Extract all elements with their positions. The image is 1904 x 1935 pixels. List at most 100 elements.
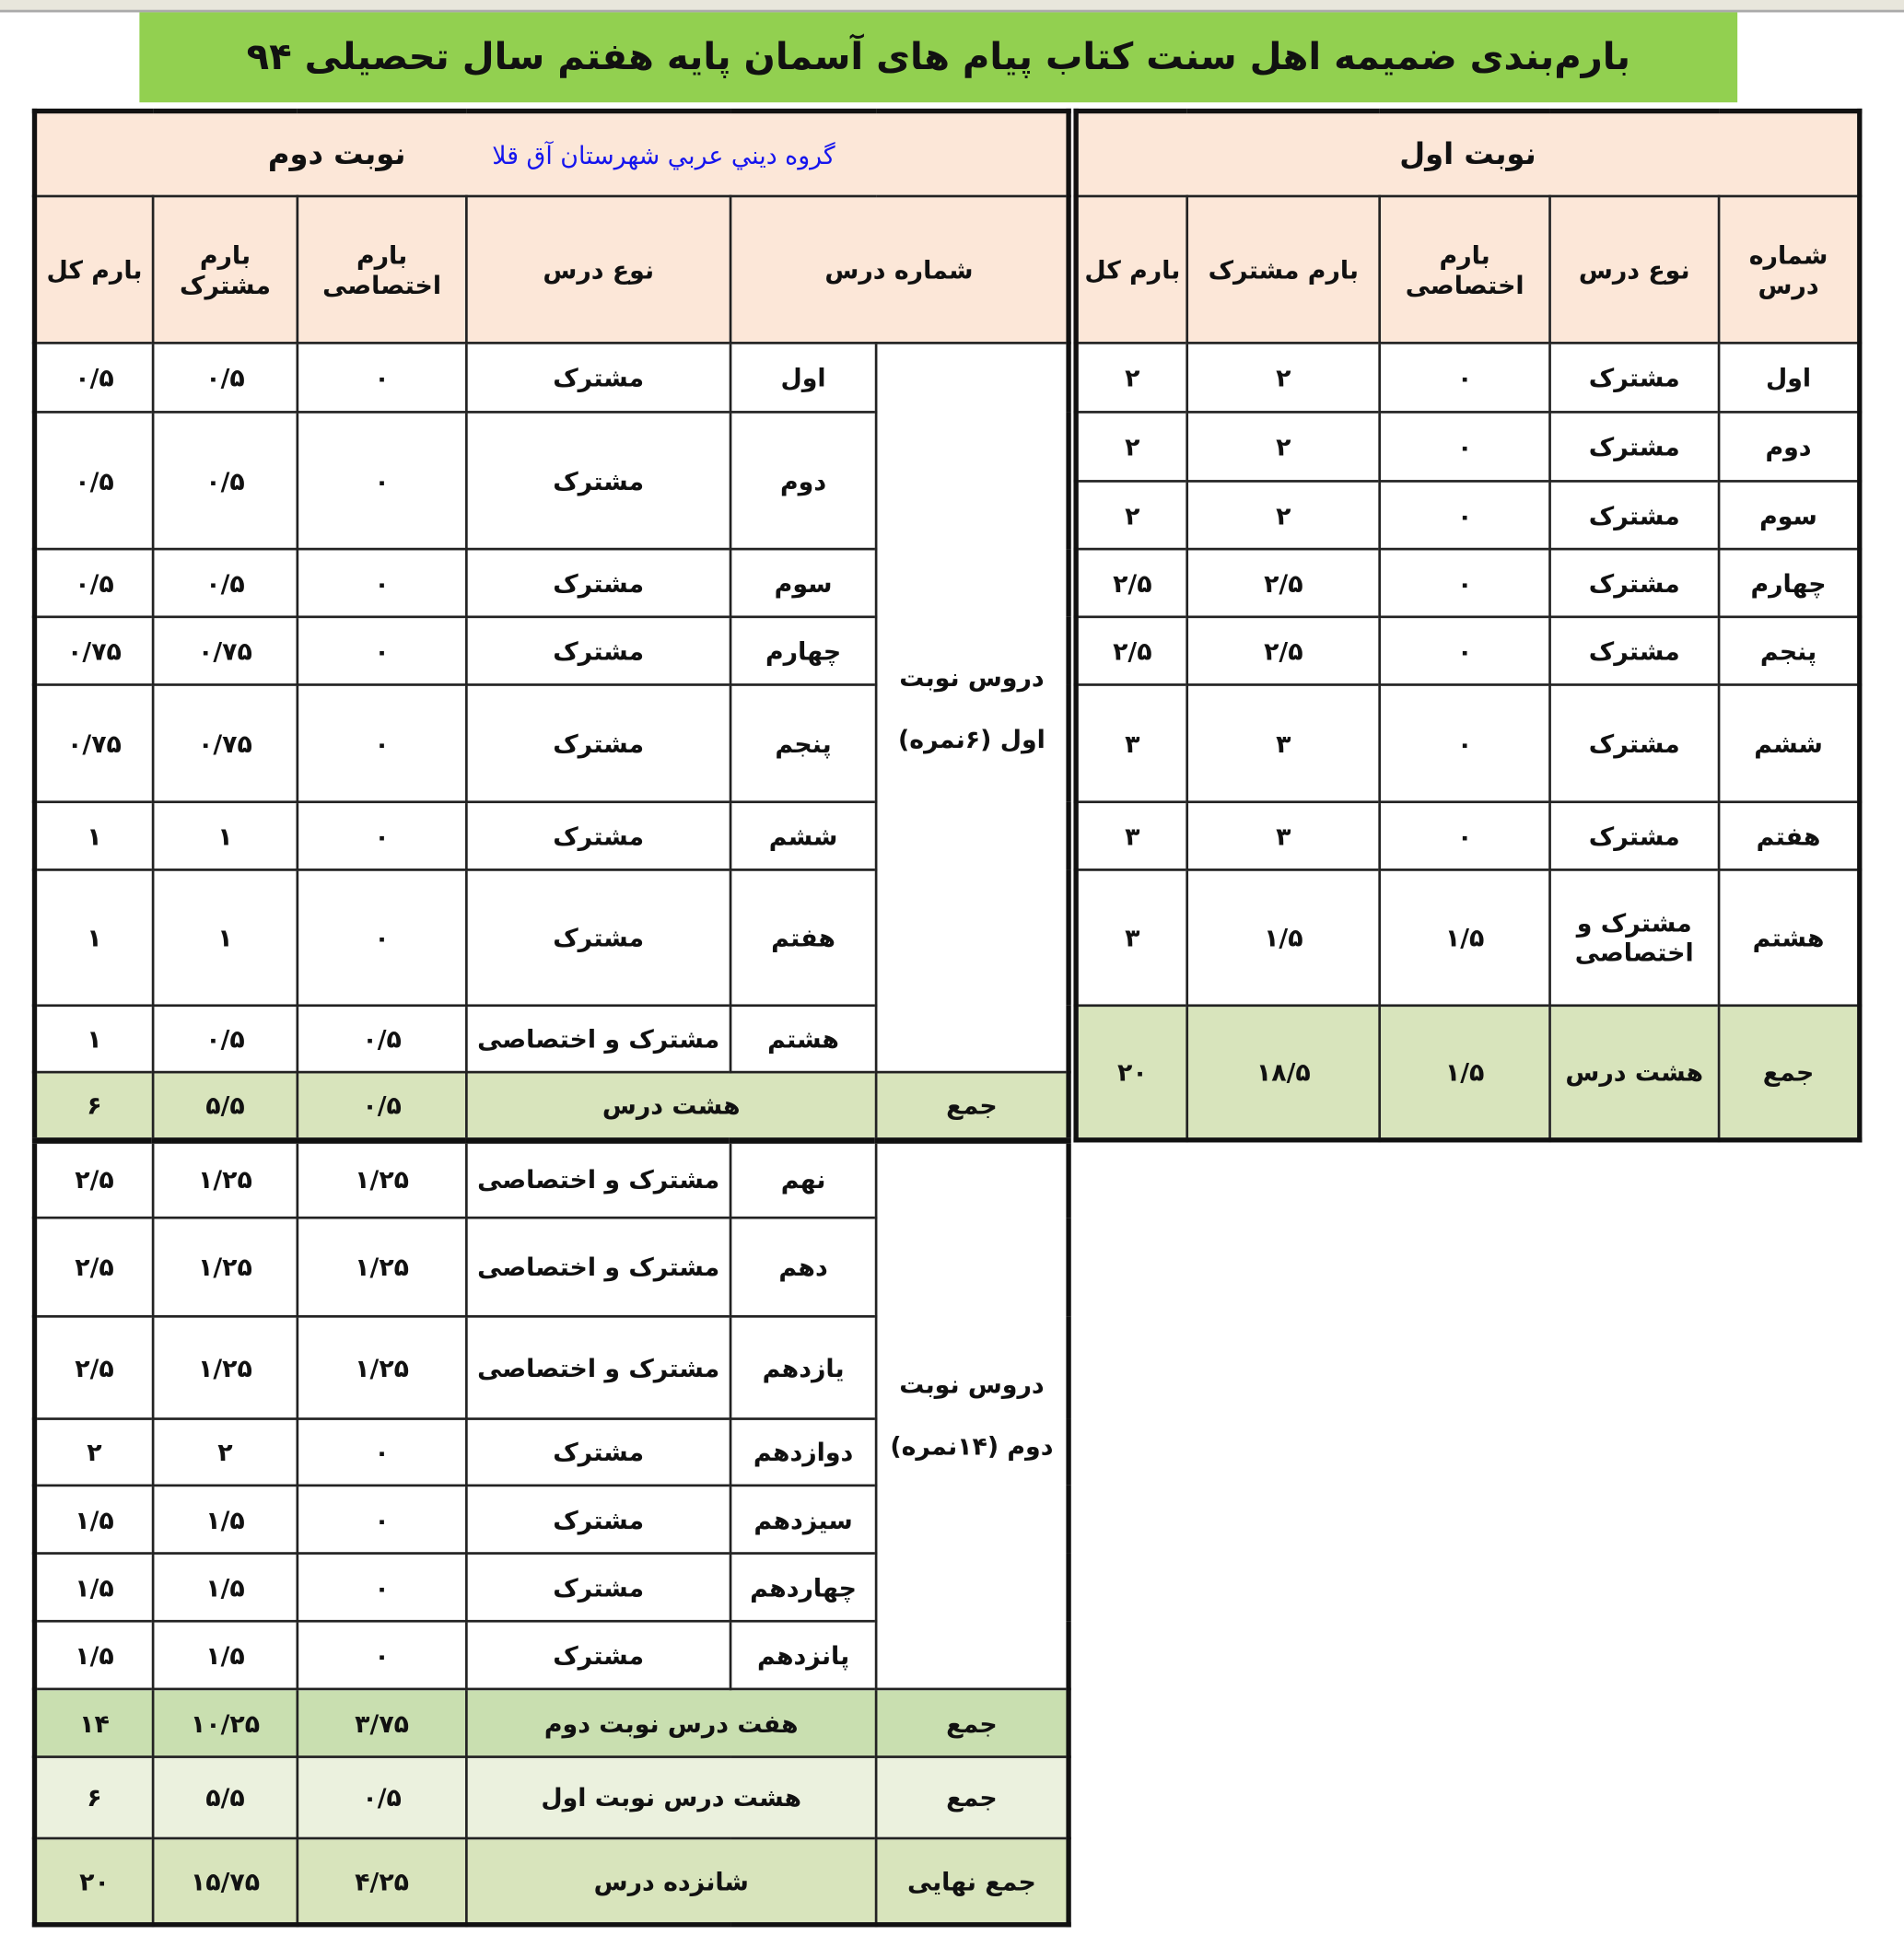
table-cell: مشترک bbox=[465, 1552, 732, 1623]
lesson-row: اول مشترک ۰ ۲ ۲ bbox=[1074, 342, 1862, 414]
table-cell: ۳ bbox=[1186, 683, 1381, 804]
table-cell: ۱/۵ bbox=[151, 1552, 299, 1623]
total-cell: هشت درس bbox=[465, 1070, 878, 1142]
table-cell: مشترک bbox=[465, 1417, 732, 1487]
table-cell: ۱ bbox=[33, 868, 155, 1008]
table-cell: ۱/۲۵ bbox=[151, 1216, 299, 1318]
table-cell: دوم bbox=[1717, 411, 1862, 483]
table-cell: مشترک bbox=[465, 411, 732, 551]
table-cell: پنجم bbox=[1717, 615, 1862, 686]
table-cell: ۰ bbox=[296, 615, 468, 686]
column-header: بارم اختصاصی bbox=[1378, 194, 1552, 344]
table-cell: اول bbox=[729, 342, 878, 414]
lesson-row: هشتم مشترک و اختصاصی ۰/۵ ۰/۵ ۱ bbox=[33, 1004, 1069, 1074]
table-cell: هشتم bbox=[729, 1004, 878, 1074]
column-header: نوع درس bbox=[465, 194, 732, 344]
total-cell: جمع bbox=[874, 1755, 1070, 1840]
lesson-row: پنجم مشترک ۰ ۲/۵ ۲/۵ bbox=[1074, 615, 1862, 686]
lesson-row: دوازدهم مشترک ۰ ۲ ۲ bbox=[33, 1417, 1069, 1487]
table-cell: ۲ bbox=[1074, 480, 1189, 551]
table-cell: هفتم bbox=[1717, 800, 1862, 871]
table-cell: ۱/۵ bbox=[1378, 868, 1552, 1008]
table-cell: مشترک bbox=[465, 868, 732, 1008]
table-cell: سوم bbox=[1717, 480, 1862, 551]
table-cell: نهم bbox=[729, 1137, 878, 1219]
lesson-row: هفتم مشترک ۰ ۳ ۳ bbox=[1074, 800, 1862, 871]
total-row: جمع هشت درس ۰/۵ ۵/۵ ۶ bbox=[33, 1070, 1070, 1142]
total-cell: ۱۸/۵ bbox=[1186, 1004, 1381, 1142]
table-cell: دوم bbox=[729, 411, 878, 551]
total-cell: ۲۰ bbox=[1074, 1004, 1189, 1142]
table-cell: ۲/۵ bbox=[1186, 615, 1381, 686]
column-header: بارم مشترک bbox=[151, 194, 299, 344]
table-cell: مشترک bbox=[1548, 411, 1720, 483]
table-cell: ۰ bbox=[296, 800, 468, 871]
lesson-row: چهاردهم مشترک ۰ ۱/۵ ۱/۵ bbox=[33, 1552, 1069, 1623]
second-term-table: گروه ديني عربي شهرستان آق قلا نوبت دوم شما… bbox=[31, 108, 1071, 1928]
table-cell: ۰ bbox=[296, 1484, 468, 1555]
table-cell: ۳ bbox=[1074, 683, 1189, 804]
table-cell: سوم bbox=[729, 547, 878, 619]
total-cell: ۴/۲۵ bbox=[296, 1836, 468, 1927]
group-label: دروس نوبت دوم (۱۴نمره) bbox=[874, 1137, 1070, 1691]
lesson-row: چهارم مشترک ۰ ۰/۷۵ ۰/۷۵ bbox=[33, 615, 1069, 686]
table-cell: ۲ bbox=[151, 1417, 299, 1487]
column-header: بارم کل bbox=[33, 194, 155, 344]
total-cell: جمع bbox=[1717, 1004, 1862, 1142]
table-cell: سیزدهم bbox=[729, 1484, 878, 1555]
table-cell: چهاردهم bbox=[729, 1552, 878, 1623]
total-cell: ۱۵/۷۵ bbox=[151, 1836, 299, 1927]
table-cell: ۰/۷۵ bbox=[33, 615, 155, 686]
total-cell: هشت درس bbox=[1548, 1004, 1720, 1142]
total-cell: ۱۰/۲۵ bbox=[151, 1687, 299, 1758]
total-cell: ۱/۵ bbox=[1378, 1004, 1552, 1142]
table-cell: ۰/۵ bbox=[296, 1004, 468, 1074]
table-cell: ۱/۲۵ bbox=[151, 1137, 299, 1219]
total-cell: ۶ bbox=[33, 1070, 155, 1142]
table-cell: ۰ bbox=[296, 868, 468, 1008]
column-header: بارم مشترک bbox=[1186, 194, 1381, 344]
lesson-row: دوم مشترک ۰ ۲ ۲ bbox=[1074, 411, 1862, 483]
table-cell: مشترک bbox=[1548, 342, 1720, 414]
total-row: جمع هشت درس نوبت اول ۰/۵ ۵/۵ ۶ bbox=[33, 1755, 1070, 1840]
table-cell: ۲/۵ bbox=[1186, 547, 1381, 619]
table-cell: مشترک و اختصاصی bbox=[1548, 868, 1720, 1008]
table-cell: پانزدهم bbox=[729, 1619, 878, 1691]
window-top-bar bbox=[0, 0, 1904, 13]
term-heading: نوبت دوم bbox=[267, 136, 406, 172]
table-cell: دهم bbox=[729, 1216, 878, 1318]
lesson-row: چهارم مشترک ۰ ۲/۵ ۲/۵ bbox=[1074, 547, 1862, 619]
table-cell: مشترک bbox=[1548, 683, 1720, 804]
group-label: دروس نوبت اول (۶نمره) bbox=[874, 342, 1070, 1074]
lesson-row: سوم مشترک ۰ ۰/۵ ۰/۵ bbox=[33, 547, 1069, 619]
total-cell: شانزده درس bbox=[465, 1836, 878, 1927]
table-cell: ۰/۵ bbox=[33, 411, 155, 551]
table-cell: ۰ bbox=[1378, 800, 1552, 871]
total-cell: جمع bbox=[874, 1070, 1070, 1142]
table-cell: ۱ bbox=[151, 800, 299, 871]
total-row: جمع هشت درس ۱/۵ ۱۸/۵ ۲۰ bbox=[1074, 1004, 1862, 1142]
table-cell: ۰ bbox=[1378, 480, 1552, 551]
lesson-row: هشتم مشترک و اختصاصی ۱/۵ ۱/۵ ۳ bbox=[1074, 868, 1862, 1008]
table-cell: ۰ bbox=[296, 411, 468, 551]
table-cell: مشترک و اختصاصی bbox=[465, 1137, 732, 1219]
total-cell: ۳/۷۵ bbox=[296, 1687, 468, 1758]
table-cell: ۲/۵ bbox=[33, 1216, 155, 1318]
table-cell: ۰/۵ bbox=[151, 411, 299, 551]
total-cell: هشت درس نوبت اول bbox=[465, 1755, 878, 1840]
table-cell: ۲ bbox=[1186, 480, 1381, 551]
table-cell: هشتم bbox=[1717, 868, 1862, 1008]
column-header: نوع درس bbox=[1548, 194, 1720, 344]
column-header: بارم اختصاصی bbox=[296, 194, 468, 344]
total-cell: هفت درس نوبت دوم bbox=[465, 1687, 878, 1758]
table-cell: ۱ bbox=[151, 868, 299, 1008]
table-cell: ۰/۵ bbox=[33, 547, 155, 619]
table-cell: ۰ bbox=[296, 342, 468, 414]
total-cell: جمع bbox=[874, 1687, 1070, 1758]
table-cell: ۰/۵ bbox=[33, 342, 155, 414]
column-header-row: شماره درس نوع درس بارم اختصاصی بارم مشترک با… bbox=[33, 194, 1070, 344]
table-cell: چهارم bbox=[1717, 547, 1862, 619]
column-header: بارم کل bbox=[1074, 194, 1189, 344]
lesson-row: پانزدهم مشترک ۰ ۱/۵ ۱/۵ bbox=[33, 1619, 1069, 1691]
